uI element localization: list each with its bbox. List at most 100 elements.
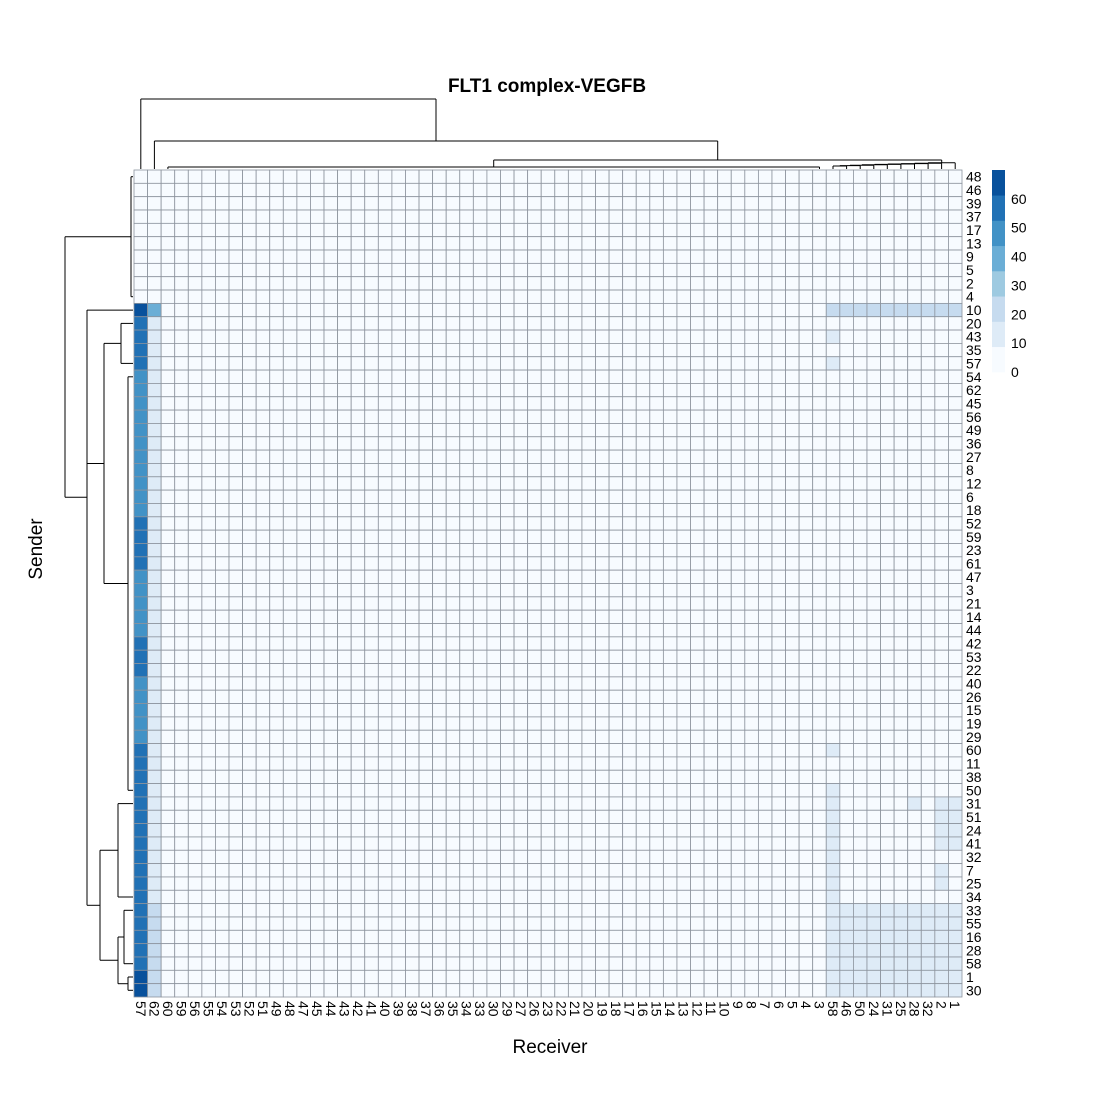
heatmap-cell <box>717 409 732 424</box>
heatmap-cell <box>812 356 827 371</box>
heatmap-cell <box>567 983 583 998</box>
heatmap-cell <box>486 262 501 278</box>
heatmap-cell <box>445 703 461 718</box>
heatmap-cell <box>676 929 691 945</box>
heatmap-cell <box>540 463 556 478</box>
heatmap-cell <box>391 463 406 478</box>
heatmap-cell <box>323 863 338 878</box>
heatmap-cell <box>364 889 379 905</box>
heatmap-cell <box>757 623 773 638</box>
heatmap-cell <box>500 489 515 504</box>
heatmap-cell <box>595 182 610 198</box>
heatmap-cell <box>730 302 746 318</box>
heatmap-cell <box>662 222 678 238</box>
heatmap-cell <box>377 463 393 478</box>
heatmap-cell <box>676 329 691 344</box>
heatmap-cell <box>147 916 162 931</box>
column-label: 44 <box>323 1001 339 1017</box>
heatmap-cell <box>133 689 148 704</box>
column-label: 5 <box>784 1001 800 1009</box>
heatmap-cell <box>812 556 827 571</box>
heatmap-cell <box>622 396 637 411</box>
heatmap-cell <box>405 823 420 838</box>
heatmap-cell <box>310 342 325 358</box>
heatmap-cell <box>595 396 610 411</box>
heatmap-cell <box>853 489 868 504</box>
heatmap-cell <box>459 396 474 411</box>
heatmap-cell <box>676 423 691 438</box>
heatmap-cell <box>581 876 596 891</box>
heatmap-cell <box>337 396 352 411</box>
heatmap-cell <box>187 969 203 985</box>
heatmap-cell <box>445 743 461 758</box>
heatmap-cell <box>744 436 759 451</box>
heatmap-cell <box>500 289 515 304</box>
heatmap-cell <box>662 383 678 398</box>
heatmap-cell <box>730 449 746 464</box>
heatmap-cell <box>540 876 556 891</box>
heatmap-cell <box>690 463 705 478</box>
heatmap-cell <box>730 209 746 224</box>
heatmap-cell <box>948 783 963 798</box>
heatmap-cell <box>187 903 203 918</box>
heatmap-cell <box>228 556 243 571</box>
heatmap-cell <box>907 943 922 958</box>
heatmap-cell <box>730 503 746 518</box>
heatmap-cell <box>635 983 651 998</box>
heatmap-cell <box>418 876 434 891</box>
heatmap-cell <box>581 676 596 691</box>
heatmap-cell <box>825 623 841 638</box>
heatmap-cell <box>798 609 814 624</box>
heatmap-cell <box>662 489 678 504</box>
heatmap-cell <box>635 169 651 184</box>
heatmap-cell <box>893 289 909 304</box>
heatmap-cell <box>187 543 203 558</box>
heatmap-cell <box>445 476 461 491</box>
heatmap-cell <box>405 716 420 731</box>
legend-tick-label: 50 <box>1011 220 1027 236</box>
heatmap-cell <box>432 929 447 945</box>
heatmap-cell <box>513 676 529 691</box>
heatmap-cell <box>527 556 542 571</box>
row-label: 3 <box>966 582 974 598</box>
heatmap-cell <box>486 649 501 664</box>
heatmap-cell <box>255 903 271 918</box>
heatmap-cell <box>445 983 461 998</box>
heatmap-cell <box>825 849 841 865</box>
heatmap-cell <box>228 689 243 704</box>
heatmap-cell <box>880 743 895 758</box>
heatmap-cell <box>323 423 338 438</box>
heatmap-cell <box>649 262 664 278</box>
heatmap-cell <box>296 649 311 664</box>
heatmap-cell <box>595 222 610 238</box>
heatmap-cell <box>486 863 501 878</box>
heatmap-cell <box>133 649 148 664</box>
heatmap-cell <box>160 262 176 278</box>
heatmap-cell <box>812 796 827 811</box>
heatmap-cell <box>215 383 230 398</box>
heatmap-cell <box>187 649 203 664</box>
heatmap-cell <box>907 929 922 945</box>
heatmap-cell <box>839 489 854 504</box>
heatmap-cell <box>581 423 596 438</box>
heatmap-cell <box>147 943 162 958</box>
heatmap-cell <box>649 423 664 438</box>
heatmap-cell <box>812 889 827 905</box>
heatmap-cell <box>880 836 895 851</box>
heatmap-cell <box>432 916 447 931</box>
heatmap-cell <box>853 596 868 611</box>
heatmap-cell <box>540 556 556 571</box>
heatmap-cell <box>377 236 393 251</box>
heatmap-cell <box>676 636 691 651</box>
heatmap-cell <box>866 849 881 865</box>
heatmap-cell <box>174 796 189 811</box>
heatmap-cell <box>405 516 420 531</box>
heatmap-cell <box>486 396 501 411</box>
heatmap-cell <box>880 863 895 878</box>
heatmap-cell <box>907 783 922 798</box>
column-label: 26 <box>526 1001 542 1017</box>
heatmap-cell <box>690 703 705 718</box>
row-label: 17 <box>966 222 982 238</box>
heatmap-cell <box>825 943 841 958</box>
heatmap-cell <box>269 236 284 251</box>
